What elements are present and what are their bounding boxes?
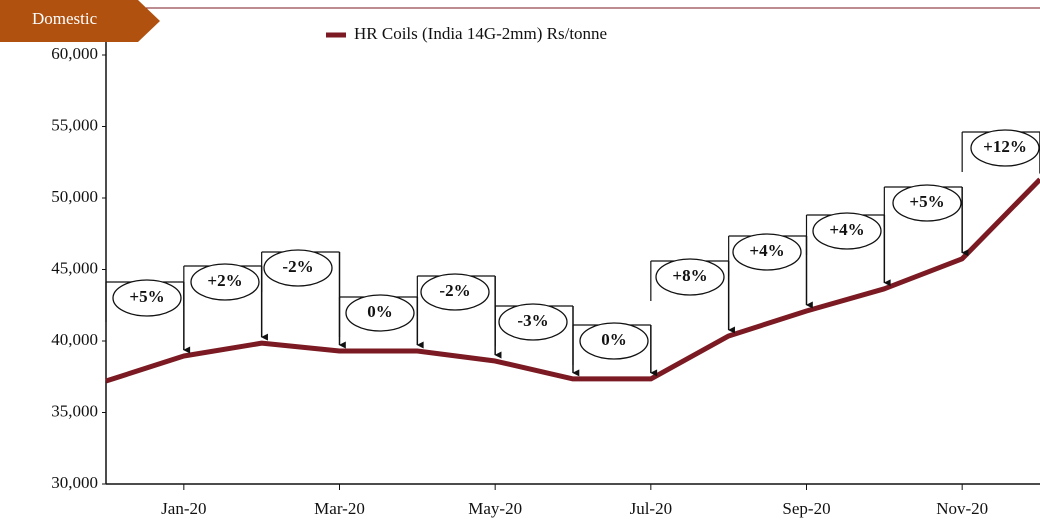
- callout-label: 0%: [601, 330, 627, 349]
- y-tick-label: 30,000: [51, 473, 98, 492]
- x-tick-label: Sep-20: [782, 499, 830, 518]
- callout: [345, 294, 415, 332]
- callout: [498, 303, 568, 341]
- callout: [892, 184, 962, 222]
- y-tick-label: 60,000: [51, 44, 98, 63]
- legend-label: HR Coils (India 14G-2mm) Rs/tonne: [354, 24, 607, 43]
- callout-label: 0%: [367, 302, 393, 321]
- x-tick-label: May-20: [468, 499, 522, 518]
- y-tick-label: 35,000: [51, 401, 98, 420]
- callout: [112, 279, 182, 317]
- callout-label: +2%: [207, 271, 242, 290]
- y-tick-label: 50,000: [51, 187, 98, 206]
- y-tick-label: 40,000: [51, 330, 98, 349]
- callout: [263, 249, 333, 287]
- badge-label: Domestic: [32, 9, 98, 28]
- callout: [655, 258, 725, 296]
- y-tick-label: 45,000: [51, 258, 98, 277]
- x-tick-label: Nov-20: [936, 499, 988, 518]
- callout-label: +4%: [829, 220, 864, 239]
- x-tick-label: Mar-20: [314, 499, 365, 518]
- callout: [812, 212, 882, 250]
- callout: [970, 129, 1040, 167]
- callout: [579, 322, 649, 360]
- callout: [190, 263, 260, 301]
- callout-label: +5%: [909, 192, 944, 211]
- callout-label: +5%: [129, 287, 164, 306]
- callout-label: -2%: [282, 257, 313, 276]
- callout-label: +12%: [983, 137, 1027, 156]
- badge-shape: [0, 0, 160, 42]
- callout: [420, 273, 490, 311]
- callout-label: +8%: [672, 266, 707, 285]
- callout: [732, 233, 802, 271]
- callout-label: -2%: [439, 281, 470, 300]
- y-tick-label: 55,000: [51, 115, 98, 134]
- callout-label: -3%: [517, 311, 548, 330]
- x-tick-label: Jan-20: [161, 499, 206, 518]
- callout-label: +4%: [749, 241, 784, 260]
- x-tick-label: Jul-20: [630, 499, 673, 518]
- line-series: [105, 177, 1040, 384]
